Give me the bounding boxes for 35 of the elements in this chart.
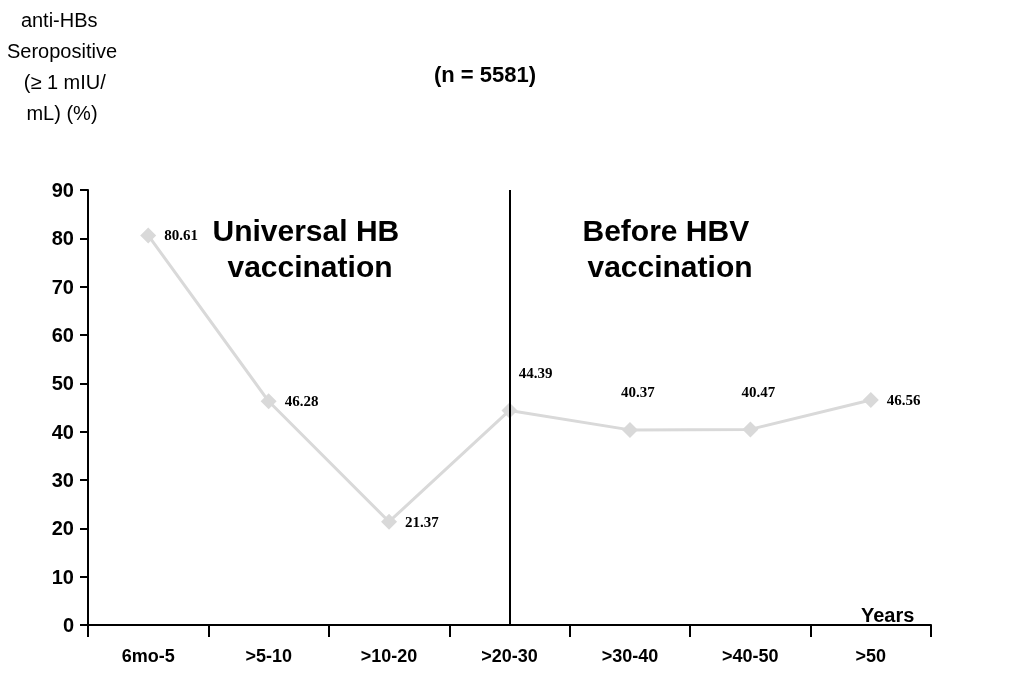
data-label: 46.28 (284, 393, 319, 410)
x-tick-label: >40-50 (722, 646, 779, 666)
x-tick-label: >50 (855, 646, 887, 666)
y-tick-label: 10 (51, 565, 74, 588)
x-tick-label: >30-40 (601, 646, 659, 666)
y-axis-title: anti-HBs Seropositive (≥ 1 mIU/mL) (%) (6, 8, 118, 124)
data-label: 44.39 (518, 364, 553, 381)
y-tick-label: 60 (51, 324, 74, 346)
data-label: 40.47 (741, 383, 776, 400)
y-tick-label: 80 (51, 227, 74, 250)
data-label: 46.56 (886, 391, 922, 408)
y-tick-label: 30 (51, 469, 74, 491)
annotation: Before HBV vaccination (582, 213, 758, 283)
annotation: Universal HB vaccination (212, 213, 408, 283)
y-tick-label: 70 (51, 275, 74, 298)
y-tick-label: 20 (51, 517, 74, 540)
chart-title: (n = 5581) (433, 61, 537, 87)
x-tick-label: >5-10 (245, 646, 292, 666)
y-tick-label: 40 (51, 420, 74, 443)
y-tick-label: 0 (62, 614, 74, 636)
point (862, 391, 879, 408)
point (381, 513, 398, 530)
x-tick-label: 6mo-5 (121, 646, 175, 666)
x-tick-label: >20-30 (481, 646, 538, 666)
x-tick-label: >10-20 (360, 646, 418, 666)
data-label: 21.37 (405, 513, 440, 530)
x-axis-title: Years (861, 604, 915, 626)
point (260, 393, 277, 410)
point (140, 227, 157, 244)
y-tick-label: 90 (51, 179, 74, 201)
point (742, 421, 759, 438)
data-label: 40.37 (621, 384, 656, 401)
data-label: 80.61 (164, 227, 198, 244)
y-tick-label: 50 (51, 372, 74, 395)
point (621, 421, 638, 438)
